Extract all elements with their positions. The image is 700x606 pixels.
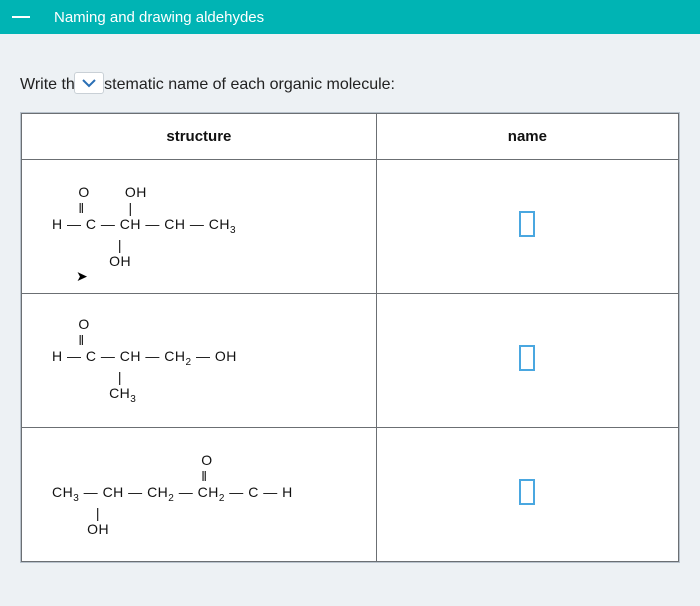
name-cell [376, 160, 678, 294]
answer-input-1[interactable] [519, 211, 535, 237]
page: Write the systematic name of each organi… [0, 34, 700, 606]
question-prompt: Write the systematic name of each organi… [20, 76, 684, 94]
structure-cell: O ‖ CH3 — CH — CH2 — CH2 — C — H | OH [22, 428, 377, 562]
molecule-2: O ‖ H — C — CH — CH2 — OH | CH3 [34, 316, 364, 405]
topbar: Naming and drawing aldehydes [0, 0, 700, 34]
molecule-3: O ‖ CH3 — CH — CH2 — CH2 — C — H | OH [34, 452, 364, 537]
cursor-icon: ➤ [76, 268, 88, 285]
structure-cell: O OH ‖ | H — C — CH — CH — CH3 | OH ➤ [22, 160, 377, 294]
menu-icon[interactable] [12, 16, 30, 18]
chevron-down-icon[interactable] [74, 72, 104, 94]
answer-input-3[interactable] [519, 479, 535, 505]
header-name: name [376, 114, 678, 160]
molecule-1: O OH ‖ | H — C — CH — CH — CH3 | OH [34, 184, 364, 269]
structure-cell: O ‖ H — C — CH — CH2 — OH | CH3 [22, 294, 377, 428]
name-cell [376, 294, 678, 428]
question-panel: structure name O OH ‖ | H — C — CH — CH … [20, 112, 680, 563]
structure-table: structure name O OH ‖ | H — C — CH — CH … [21, 113, 679, 562]
answer-input-2[interactable] [519, 345, 535, 371]
header-structure: structure [22, 114, 377, 160]
name-cell [376, 428, 678, 562]
topbar-title: Naming and drawing aldehydes [54, 9, 264, 26]
